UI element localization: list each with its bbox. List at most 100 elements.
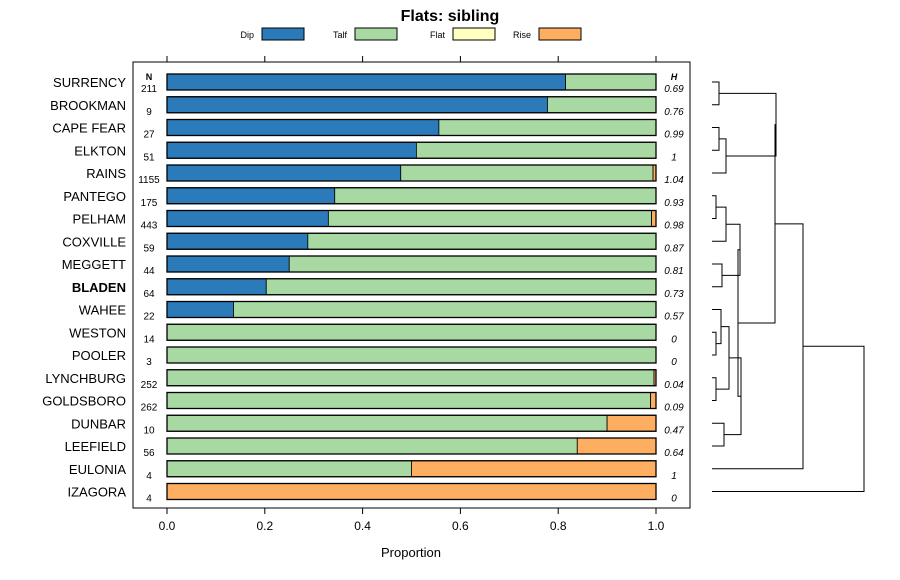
bar-segment-rise — [651, 210, 657, 227]
bar-segment-talf — [288, 255, 657, 273]
h-value: 0 — [671, 494, 677, 505]
dendrogram-branch — [712, 263, 723, 288]
bar-segment-dip — [166, 119, 440, 136]
dendrogram — [712, 81, 865, 492]
h-value: 0.99 — [664, 130, 684, 141]
bar-outline — [166, 255, 657, 273]
bar-outline — [166, 391, 657, 410]
n-value: 22 — [143, 312, 155, 323]
dendrogram-branch — [712, 81, 720, 106]
dendrogram-branch — [712, 377, 717, 401]
n-value: 3 — [146, 357, 152, 368]
bar-segment-rise — [166, 483, 657, 500]
bar-outline — [166, 437, 657, 455]
dendrogram-branch — [722, 223, 741, 276]
n-value: 443 — [141, 221, 158, 232]
dendrogram-branch — [712, 195, 717, 219]
h-column-header: H — [671, 72, 678, 82]
category-label: DUNBAR — [71, 416, 126, 431]
dendrogram-branch — [719, 92, 777, 157]
bar-segment-rise — [606, 414, 657, 432]
h-value: 0.76 — [664, 107, 684, 118]
category-label: LYNCHBURG — [45, 371, 126, 386]
bar-segment-dip — [166, 210, 329, 227]
legend: Dip Talf Flat Rise — [240, 27, 582, 41]
n-value: 56 — [143, 448, 155, 459]
bar-segment-talf — [327, 210, 652, 227]
dendrogram-root — [712, 345, 865, 492]
bar-segment-dip — [166, 301, 234, 318]
h-value: 1 — [671, 152, 677, 163]
bar-segment-talf — [334, 187, 657, 205]
bar-segment-talf — [166, 414, 608, 432]
dendrogram-branch — [738, 124, 776, 324]
category-label: LEEFIELD — [65, 439, 126, 454]
n-value: 1155 — [138, 175, 160, 186]
bar-segment-dip — [166, 278, 267, 296]
bar-segment-talf — [166, 323, 657, 341]
bar-outline — [166, 323, 657, 341]
h-value: 0.81 — [664, 266, 683, 277]
bar-outline — [166, 300, 657, 319]
bar-outline — [166, 369, 657, 387]
h-value: 0.47 — [664, 425, 684, 436]
legend-swatch-flat — [452, 27, 496, 41]
category-label: WESTON — [69, 325, 126, 340]
n-column-header: N — [146, 72, 153, 82]
dendrogram-branch — [712, 422, 725, 447]
bar-segment-rise — [411, 460, 657, 478]
bar-outline — [166, 414, 657, 432]
bar-outline — [166, 164, 657, 182]
bar-segment-dip — [166, 73, 566, 91]
bar-outline — [166, 482, 657, 501]
x-tick-label: 1.0 — [648, 519, 665, 533]
n-value: 14 — [143, 334, 155, 345]
category-label: CAPE FEAR — [52, 121, 126, 136]
bars — [166, 73, 657, 501]
bar-segment-rise — [576, 437, 657, 455]
bar-segment-talf — [565, 73, 657, 91]
n-value: 175 — [141, 198, 158, 209]
h-value: 1.04 — [664, 175, 684, 186]
category-label: SURRENCY — [53, 75, 126, 90]
category-label: POOLER — [72, 348, 126, 363]
category-label: BLADEN — [72, 280, 126, 295]
h-value: 1 — [671, 471, 677, 482]
dendrogram-branch — [716, 326, 730, 390]
category-label: IZAGORA — [67, 485, 126, 500]
n-value: 4 — [146, 471, 152, 482]
h-value: 0.04 — [664, 380, 684, 391]
category-labels: SURRENCY 211 0.69 BROOKMAN 9 0.76 CAPE FEAR 27 0… — [42, 75, 684, 505]
bar-outline — [166, 96, 657, 114]
category-label: PELHAM — [73, 212, 126, 227]
n-value: 10 — [143, 425, 155, 436]
bar-segment-talf — [547, 96, 657, 114]
bar-segment-talf — [166, 392, 652, 409]
category-label: COXVILLE — [62, 234, 126, 249]
bar-outline — [166, 232, 657, 250]
bar-segment-talf — [166, 346, 657, 364]
n-value: 9 — [146, 107, 152, 118]
n-value: 262 — [141, 403, 158, 414]
bar-segment-dip — [166, 232, 309, 250]
x-axis: 0.0 0.2 0.4 0.6 0.8 1.0 — [159, 56, 665, 533]
h-value: 0.73 — [664, 289, 684, 300]
category-label: PANTEGO — [63, 189, 126, 204]
bar-segment-talf — [265, 278, 657, 296]
bar-segment-talf — [400, 164, 654, 182]
chart-title: Flats: sibling — [401, 8, 500, 25]
n-value: 44 — [143, 266, 155, 277]
h-value: 0.93 — [664, 198, 684, 209]
category-label: GOLDSBORO — [42, 394, 126, 409]
x-tick-label: 0.6 — [452, 519, 469, 533]
legend-swatch-dip — [261, 27, 305, 41]
bar-segment-talf — [166, 460, 412, 478]
h-value: 0.09 — [664, 403, 684, 414]
category-label: WAHEE — [79, 303, 127, 318]
bar-segment-dip — [166, 164, 402, 182]
bar-outline — [166, 141, 657, 159]
bar-segment-dip — [166, 96, 548, 114]
category-label: BROOKMAN — [50, 98, 126, 113]
legend-swatch-talf — [354, 27, 398, 41]
